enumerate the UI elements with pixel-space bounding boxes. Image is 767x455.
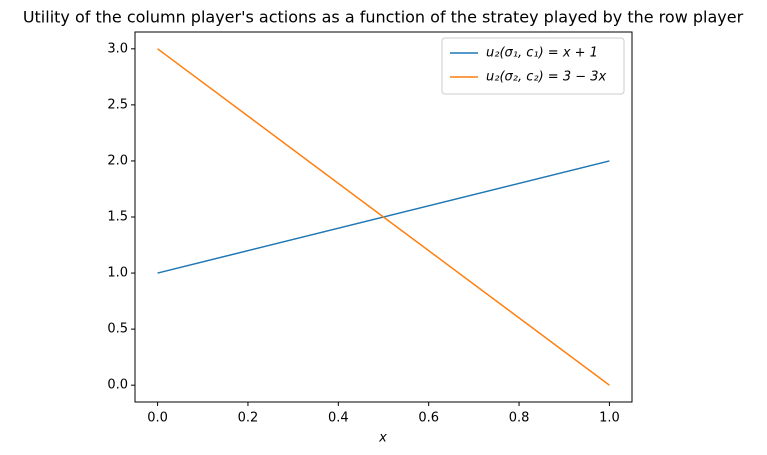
y-tick-label: 3.0	[107, 41, 128, 56]
x-tick-label: 0.0	[147, 411, 168, 426]
x-axis-label: x	[378, 431, 387, 446]
plot-frame	[134, 31, 633, 403]
legend-text: u₂(σ₂, c₂) = 3 − 3x	[486, 70, 607, 85]
y-tick-label: 1.5	[107, 210, 128, 225]
legend-text: u₂(σ₁, c₁) = x + 1	[486, 46, 598, 61]
series-line	[157, 48, 610, 386]
y-tick-label: 0.0	[107, 378, 128, 393]
x-tick-label: 0.2	[238, 411, 259, 426]
x-tick-label: 1.0	[599, 411, 620, 426]
y-tick-label: 2.0	[107, 153, 128, 168]
x-tick-label: 0.8	[509, 411, 530, 426]
y-tick-label: 1.0	[107, 266, 128, 281]
chart-title: Utility of the column player's actions a…	[23, 8, 744, 27]
x-tick-label: 0.6	[418, 411, 439, 426]
legend-box	[441, 37, 625, 95]
y-tick-label: 0.5	[107, 322, 128, 337]
y-tick-label: 2.5	[107, 97, 128, 112]
x-tick-label: 0.4	[328, 411, 349, 426]
